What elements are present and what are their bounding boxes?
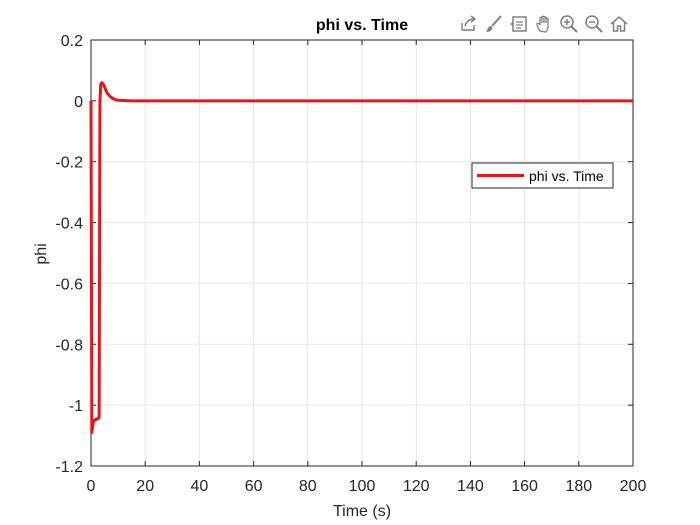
x-tick-label: 140 bbox=[457, 478, 484, 495]
export-button[interactable] bbox=[458, 12, 480, 36]
zoom-in-button[interactable] bbox=[558, 12, 580, 36]
brush-button[interactable] bbox=[483, 12, 505, 36]
axes-toolbar bbox=[458, 12, 630, 38]
home-button[interactable] bbox=[608, 12, 630, 36]
zoom-out-button[interactable] bbox=[583, 12, 605, 36]
brush-icon bbox=[486, 15, 502, 32]
y-tick-label: -0.4 bbox=[55, 216, 83, 233]
legend[interactable]: phi vs. Time bbox=[471, 162, 614, 189]
zoom-in-icon bbox=[560, 15, 578, 33]
export-icon bbox=[461, 15, 477, 31]
series-line-phi bbox=[89, 81, 633, 435]
x-tick-label: 160 bbox=[511, 478, 538, 495]
home-icon bbox=[610, 16, 628, 32]
legend-entry-label: phi vs. Time bbox=[529, 168, 604, 184]
pan-button[interactable] bbox=[533, 12, 555, 36]
data-tips-button[interactable] bbox=[508, 12, 530, 36]
x-tick-label: 20 bbox=[136, 478, 154, 495]
y-tick-label: -1.2 bbox=[55, 459, 83, 476]
x-tick-label: 180 bbox=[565, 478, 592, 495]
x-tick-label: 100 bbox=[349, 478, 376, 495]
x-tick-label: 200 bbox=[620, 478, 647, 495]
y-tick-label: -0.8 bbox=[55, 337, 83, 354]
y-axis-label: phi bbox=[33, 243, 50, 264]
y-tick-label: 0 bbox=[74, 94, 83, 111]
chart-title: phi vs. Time bbox=[316, 17, 408, 34]
x-axis-label: Time (s) bbox=[333, 503, 391, 520]
y-tick-label: -0.6 bbox=[55, 276, 83, 293]
pan-icon bbox=[536, 15, 549, 33]
series-layer bbox=[89, 81, 633, 435]
y-tick-label: 0.2 bbox=[61, 33, 83, 50]
grid-lines bbox=[90, 39, 634, 467]
y-tick-label: -1 bbox=[69, 398, 83, 415]
zoom-out-icon bbox=[585, 15, 603, 33]
x-tick-label: 0 bbox=[87, 478, 96, 495]
x-tick-label: 80 bbox=[299, 478, 317, 495]
x-tick-label: 60 bbox=[245, 478, 263, 495]
data-tips-icon bbox=[510, 16, 527, 32]
x-tick-label: 40 bbox=[191, 478, 209, 495]
ticks: 0 20 40 60 80 100 120 140 160 180 200 0.2 0 -0.2 -0.4 -… bbox=[55, 33, 646, 495]
y-tick-label: -0.2 bbox=[55, 155, 83, 172]
x-tick-label: 120 bbox=[403, 478, 430, 495]
